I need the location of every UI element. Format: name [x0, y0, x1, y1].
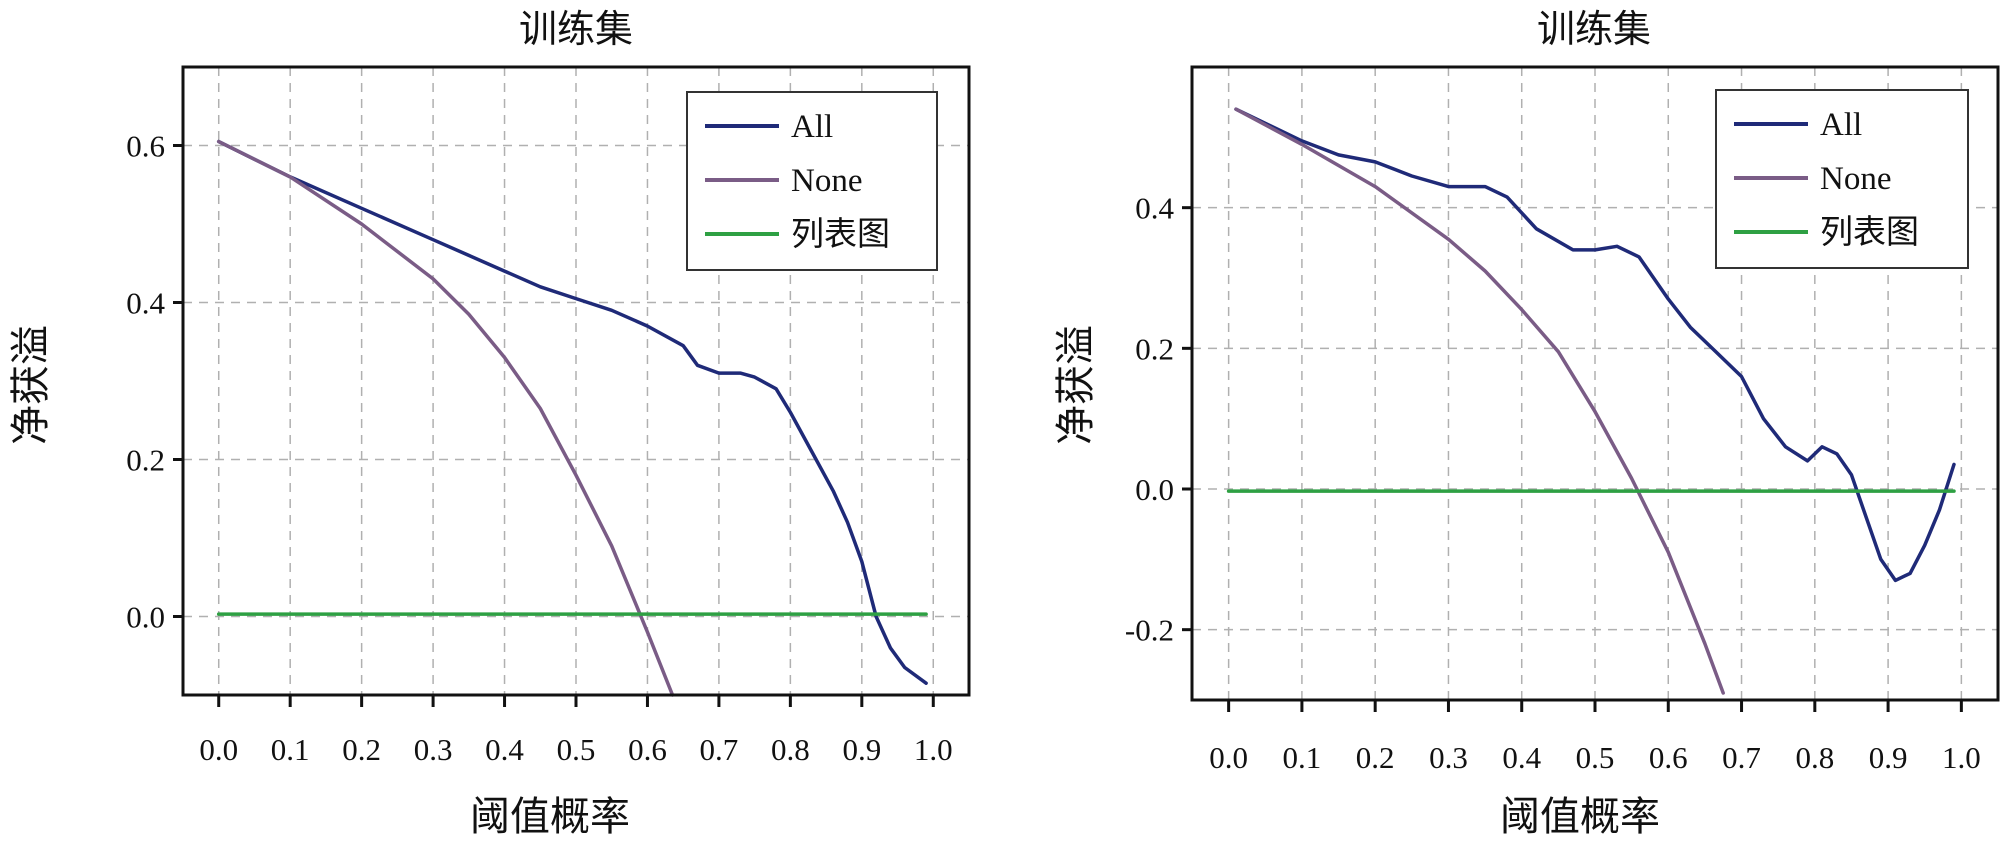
x-tick-label: 0.5	[557, 732, 596, 767]
legend: All None 列表图	[1715, 89, 1969, 269]
y-tick-label: 0.2	[126, 443, 165, 478]
x-tick-label: 0.8	[1795, 740, 1834, 775]
x-axis: 0.0 0.1 0.2 0.3 0.4 0.5 0.6 0.7 0.8 0.9 1.0	[199, 695, 953, 767]
x-tick-label: 0.5	[1576, 740, 1615, 775]
chart-title: 训练集	[519, 9, 633, 51]
y-tick-label: 0.0	[1135, 472, 1174, 507]
x-tick-label: 0.4	[485, 732, 524, 767]
y-axis-label: 净获溢	[1053, 325, 1098, 445]
series-group	[216, 139, 928, 697]
x-tick-label: 0.2	[1356, 740, 1395, 775]
chart-left: 0.00.20.40.60.0 0.1 0.2 0.3 0.4 0.5 0.6 0.7 0.8 0…	[8, 9, 971, 839]
legend-label: All	[1820, 107, 1862, 143]
x-axis-label: 阈值概率	[470, 794, 630, 839]
x-tick-label: 1.0	[914, 732, 953, 767]
x-tick-label: 0.0	[199, 732, 238, 767]
series-line-all	[1234, 107, 1956, 583]
x-tick-label: 0.2	[342, 732, 381, 767]
x-tick-label: 0.1	[1283, 740, 1322, 775]
y-tick-label: 0.6	[126, 129, 165, 164]
series-line-none	[216, 139, 675, 697]
x-tick-label: 0.7	[700, 732, 739, 767]
x-tick-label: 0.4	[1502, 740, 1541, 775]
x-tick-label: 0.1	[271, 732, 310, 767]
y-tick-label: 0.2	[1135, 331, 1174, 366]
legend-label: None	[791, 163, 862, 199]
x-tick-label: 0.6	[628, 732, 667, 767]
y-tick-label: 0.4	[1135, 191, 1174, 226]
x-tick-label: 0.8	[771, 732, 810, 767]
legend: All None 列表图	[686, 91, 938, 271]
series-group	[1226, 107, 1956, 695]
legend-label: None	[1820, 161, 1891, 197]
y-axis: -0.2 0.0 0.2 0.4	[1125, 191, 1192, 648]
legend-label: 列表图	[1820, 214, 1919, 251]
y-axis-label: 净获溢	[8, 325, 53, 445]
chart-title: 训练集	[1537, 9, 1651, 51]
x-tick-label: 0.9	[1869, 740, 1908, 775]
x-tick-label: 0.0	[1209, 740, 1248, 775]
x-tick-label: 0.3	[414, 732, 453, 767]
x-tick-label: 1.0	[1942, 740, 1981, 775]
x-tick-label: 0.7	[1722, 740, 1761, 775]
grid	[1192, 67, 1998, 700]
legend-label: 列表图	[791, 216, 890, 253]
x-tick-label: 0.6	[1649, 740, 1688, 775]
y-tick-label: -0.2	[1125, 613, 1174, 648]
x-tick-label: 0.3	[1429, 740, 1468, 775]
chart-right: -0.2 0.0 0.2 0.4 0.0 0.1 0.2 0.3 0.4 0.5 0.6 0.7 0.8…	[1053, 9, 2000, 839]
x-tick-label: 0.9	[842, 732, 881, 767]
y-tick-label: 0.4	[126, 286, 165, 321]
y-axis: 0.0 0.2 0.4 0.6	[126, 129, 183, 635]
series-line-all	[216, 139, 928, 685]
legend-label: All	[791, 109, 833, 145]
y-tick-label: 0.0	[126, 600, 165, 635]
x-axis-label: 阈值概率	[1500, 794, 1660, 839]
x-axis: 0.0 0.1 0.2 0.3 0.4 0.5 0.6 0.7 0.8 0.9 1.0	[1209, 700, 1981, 775]
series-line-none	[1234, 107, 1725, 695]
